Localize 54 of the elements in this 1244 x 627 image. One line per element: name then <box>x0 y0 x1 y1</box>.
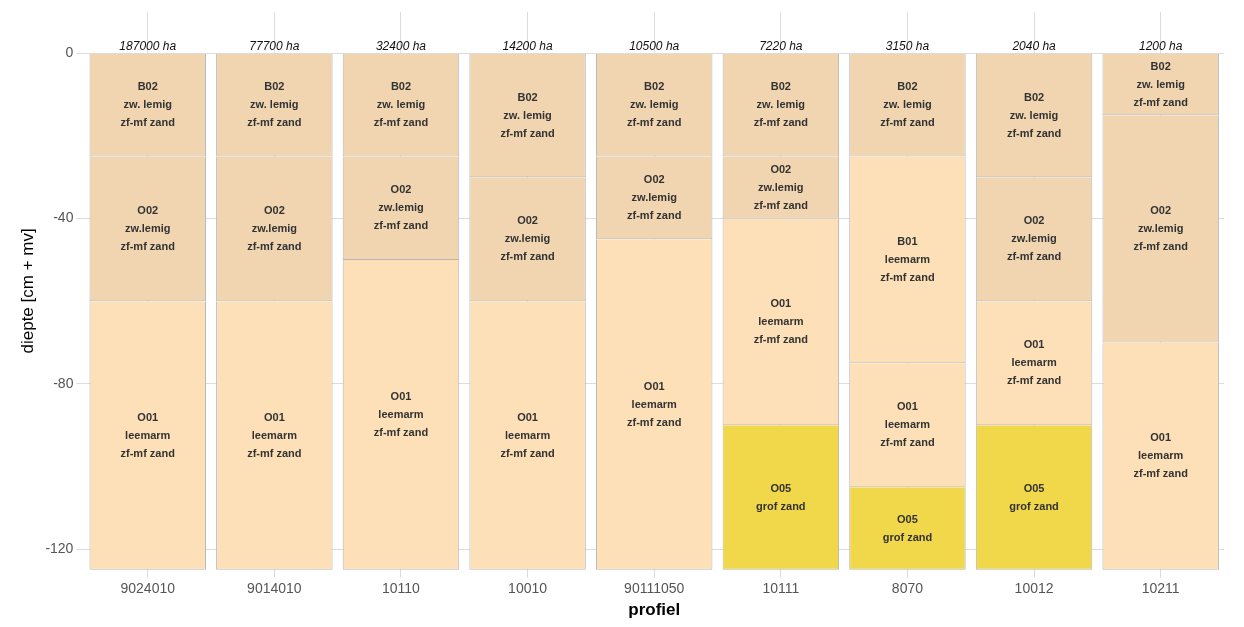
x-tick-label: 10110 <box>382 580 421 597</box>
x-tick-label: 10111 <box>762 580 800 597</box>
data-label: O01 leemarm zf-mf zand <box>627 379 682 428</box>
data-label: O01 leemarm zf-mf zand <box>120 410 175 459</box>
annotation: 14200 ha <box>502 38 553 53</box>
data-label: B02 zw. lemig zf-mf zand <box>627 80 682 129</box>
x-tick-label: 10211 <box>1141 580 1180 597</box>
data-label: O02 zw.lemig zf-mf zand <box>247 203 302 252</box>
data-label: B02 zw. lemig zf-mf zand <box>373 80 429 129</box>
data-label: B02 zw. lemig zf-mf zand <box>753 80 809 129</box>
data-label: O05 grof zand <box>1009 481 1059 512</box>
data-label: O02 zw.lemig zf-mf zand <box>500 214 555 263</box>
data-label: O02 zw.lemig zf-mf zand <box>120 203 175 252</box>
x-axis-title: profiel <box>628 600 681 620</box>
annotation: 10500 ha <box>629 38 680 53</box>
annotation: 32400 ha <box>375 38 427 53</box>
x-tick-label: 9014010 <box>247 580 302 597</box>
annotation: 187000 ha <box>119 38 177 53</box>
data-label: O02 zw.lemig zf-mf zand <box>373 183 429 232</box>
y-tick-label: -80 <box>53 374 74 391</box>
annotation: 7220 ha <box>759 38 803 53</box>
x-tick-label: 9024010 <box>120 580 176 597</box>
data-label: O01 leemarm zf-mf zand <box>373 389 429 438</box>
y-tick-label: -40 <box>53 209 74 226</box>
data-label: B02 zw. lemig zf-mf zand <box>1006 90 1062 139</box>
annotation: 1200 ha <box>1138 38 1183 53</box>
data-label: O01 leemarm zf-mf zand <box>880 400 935 449</box>
data-label: O02 zw.lemig zf-mf zand <box>627 172 682 221</box>
data-label: B02 zw. lemig zf-mf zand <box>880 80 935 129</box>
data-label: O01 leemarm zf-mf zand <box>753 296 809 345</box>
data-label: B02 zw. lemig zf-mf zand <box>500 90 555 139</box>
annotation: 2040 ha <box>1011 38 1057 53</box>
x-tick-label: 10012 <box>1014 580 1054 597</box>
data-label: O01 leemarm zf-mf zand <box>1006 338 1062 387</box>
data-label: B01 leemarm zf-mf zand <box>880 234 935 283</box>
x-tick-label: 90111050 <box>624 580 685 597</box>
x-tick-label: 10010 <box>508 580 548 597</box>
data-label: O01 leemarm zf-mf zand <box>247 410 302 459</box>
y-tick-label: 0 <box>65 44 74 61</box>
data-label: B02 zw. lemig zf-mf zand <box>247 80 302 129</box>
data-label: B02 zw. lemig zf-mf zand <box>120 80 175 129</box>
data-label: B02 zw. lemig zf-mf zand <box>1133 59 1188 108</box>
y-tick-label: -120 <box>45 540 74 556</box>
data-label: O01 leemarm zf-mf zand <box>1133 431 1188 480</box>
data-label: O01 leemarm zf-mf zand <box>500 410 555 459</box>
x-tick-label: 8070 <box>891 580 924 597</box>
y-axis-title: diepte [cm + mv] <box>17 228 37 354</box>
data-label: O02 zw.lemig zf-mf zand <box>753 162 809 211</box>
data-label: O02 zw.lemig zf-mf zand <box>1006 214 1062 263</box>
annotation: 77700 ha <box>249 38 300 53</box>
data-label: O05 grof zand <box>756 481 806 512</box>
annotation: 3150 ha <box>885 38 930 53</box>
data-label: O05 grof zand <box>882 512 933 543</box>
data-label: O02 zw.lemig zf-mf zand <box>1133 203 1188 252</box>
